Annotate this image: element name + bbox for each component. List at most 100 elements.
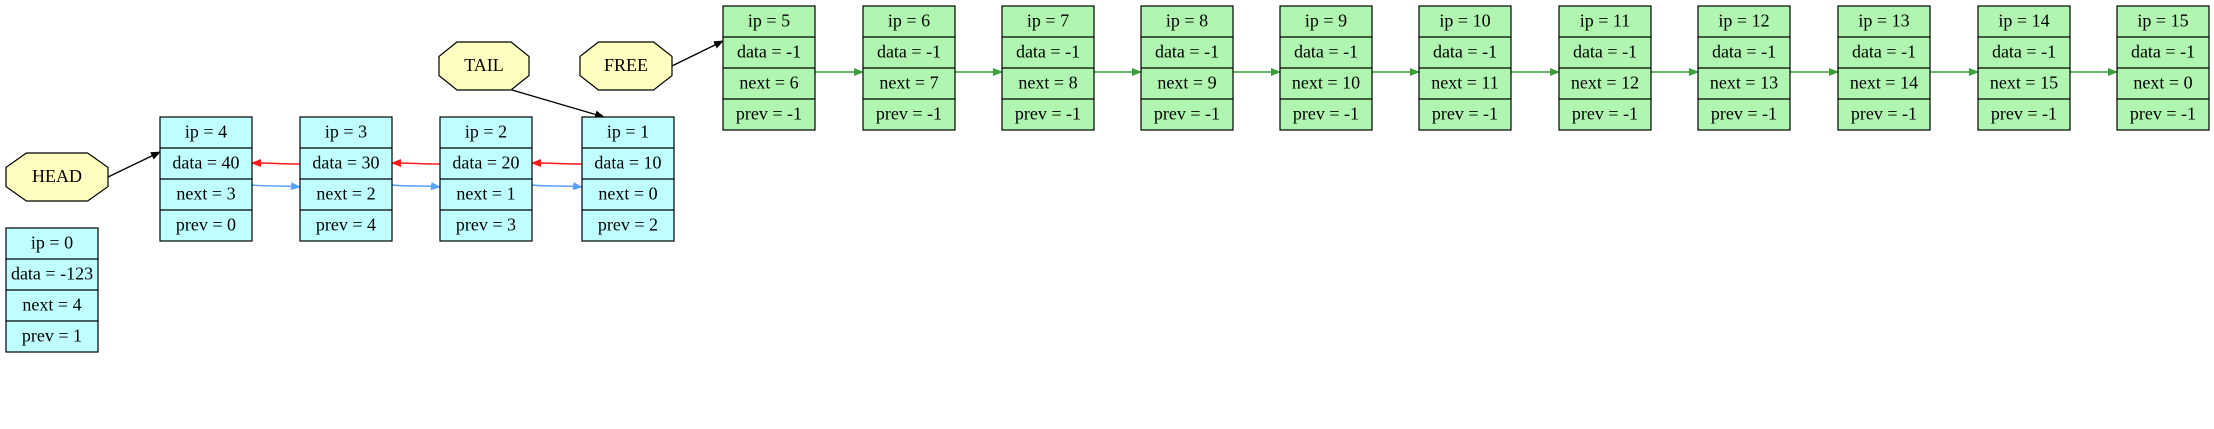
list-node-14: ip = 14 data = -1 next = 15 prev = -1	[1977, 5, 2071, 131]
node-data: data = -1	[1155, 42, 1219, 62]
next-edge-3-2	[391, 182, 441, 191]
node-data: data = -1	[877, 42, 941, 62]
nodes-layer: ip = 0 data = -123 next = 4 prev = 1 ip = 1 d…	[5, 5, 2210, 353]
list-node-4: ip = 4 data = 40 next = 3 prev = 0	[159, 116, 253, 242]
node-prev: prev = 0	[176, 215, 236, 235]
node-prev: prev = -1	[1991, 104, 2057, 124]
node-prev: prev = -1	[1851, 104, 1917, 124]
edges-layer	[107, 40, 2118, 191]
node-ip: ip = 14	[1998, 11, 2049, 31]
node-data: data = -123	[11, 264, 93, 284]
list-node-1: ip = 1 data = 10 next = 0 prev = 2	[581, 116, 675, 242]
node-data: data = -1	[1573, 42, 1637, 62]
node-ip: ip = 15	[2137, 11, 2188, 31]
list-node-5: ip = 5 data = -1 next = 6 prev = -1	[722, 5, 816, 131]
node-ip: ip = 3	[325, 122, 367, 142]
next-edge-4-3	[251, 182, 301, 191]
node-prev: prev = -1	[876, 104, 942, 124]
head-octagon	[5, 152, 109, 202]
node-prev: prev = -1	[1572, 104, 1638, 124]
list-node-6: ip = 6 data = -1 next = 7 prev = -1	[862, 5, 956, 131]
node-ip: ip = 4	[185, 122, 227, 142]
node-prev: prev = 1	[22, 326, 82, 346]
node-prev: prev = -1	[1015, 104, 1081, 124]
node-ip: ip = 10	[1439, 11, 1490, 31]
node-next: next = 10	[1292, 73, 1360, 93]
node-prev: prev = -1	[2130, 104, 2196, 124]
list-node-9: ip = 9 data = -1 next = 10 prev = -1	[1279, 5, 1373, 131]
node-data: data = -1	[1992, 42, 2056, 62]
node-data: data = -1	[1016, 42, 1080, 62]
node-next: next = 0	[598, 184, 657, 204]
node-ip: ip = 1	[607, 122, 649, 142]
node-next: next = 2	[316, 184, 375, 204]
list-node-10: ip = 10 data = -1 next = 11 prev = -1	[1418, 5, 1512, 131]
node-prev: prev = 4	[316, 215, 376, 235]
prev-edge-1-2	[531, 159, 583, 168]
list-node-2: ip = 2 data = 20 next = 1 prev = 3	[439, 116, 533, 242]
next-edge-2-1	[531, 182, 583, 191]
node-data: data = -1	[1712, 42, 1776, 62]
node-next: next = 0	[2133, 73, 2192, 93]
free-label-text: FREE	[604, 55, 648, 75]
prev-edge-3-4	[251, 159, 301, 168]
head-pointer-label: HEAD	[5, 152, 109, 202]
node-data: data = 10	[594, 153, 661, 173]
node-next: next = 12	[1571, 73, 1639, 93]
node-next: next = 3	[176, 184, 235, 204]
free-to-node-5-edge	[671, 40, 724, 67]
node-ip: ip = 13	[1858, 11, 1909, 31]
node-next: next = 14	[1850, 73, 1918, 93]
list-node-7: ip = 7 data = -1 next = 8 prev = -1	[1001, 5, 1095, 131]
node-ip: ip = 12	[1718, 11, 1769, 31]
node-ip: ip = 6	[888, 11, 930, 31]
node-prev: prev = -1	[1432, 104, 1498, 124]
node-data: data = -1	[1294, 42, 1358, 62]
list-node-11: ip = 11 data = -1 next = 12 prev = -1	[1558, 5, 1652, 131]
node-ip: ip = 9	[1305, 11, 1347, 31]
list-node-15: ip = 15 data = -1 next = 0 prev = -1	[2116, 5, 2210, 131]
node-data: data = -1	[1433, 42, 1497, 62]
tail-octagon	[438, 41, 530, 91]
node-next: next = 13	[1710, 73, 1778, 93]
list-node-8: ip = 8 data = -1 next = 9 prev = -1	[1140, 5, 1234, 131]
node-data: data = 30	[312, 153, 379, 173]
node-prev: prev = -1	[1154, 104, 1220, 124]
tail-label-text: TAIL	[464, 55, 504, 75]
node-ip: ip = 0	[31, 233, 73, 253]
list-node-3: ip = 3 data = 30 next = 2 prev = 4	[299, 116, 393, 242]
node-prev: prev = 2	[598, 215, 658, 235]
node-data: data = -1	[737, 42, 801, 62]
node-data: data = -1	[1852, 42, 1916, 62]
node-next: next = 9	[1157, 73, 1216, 93]
node-prev: prev = -1	[736, 104, 802, 124]
node-next: next = 4	[22, 295, 81, 315]
prev-edge-2-3	[391, 159, 441, 168]
tail-pointer-label: TAIL	[438, 41, 530, 91]
head-to-node-4-edge	[107, 151, 161, 178]
node-data: data = 20	[452, 153, 519, 173]
node-ip: ip = 2	[465, 122, 507, 142]
node-prev: prev = 3	[456, 215, 516, 235]
node-data: data = 40	[172, 153, 239, 173]
head-label-text: HEAD	[32, 166, 82, 186]
node-prev: prev = -1	[1293, 104, 1359, 124]
list-node-12: ip = 12 data = -1 next = 13 prev = -1	[1697, 5, 1791, 131]
labels-layer: HEAD TAIL FREE	[5, 41, 673, 202]
node-next: next = 7	[879, 73, 938, 93]
node-prev: prev = -1	[1711, 104, 1777, 124]
node-next: next = 1	[456, 184, 515, 204]
node-next: next = 11	[1431, 73, 1498, 93]
node-ip: ip = 8	[1166, 11, 1208, 31]
free-pointer-label: FREE	[579, 41, 673, 91]
node-ip: ip = 7	[1027, 11, 1069, 31]
node-ip: ip = 11	[1580, 11, 1630, 31]
tail-to-node-1-edge	[511, 89, 605, 119]
node-data: data = -1	[2131, 42, 2195, 62]
node-next: next = 6	[739, 73, 798, 93]
free-octagon	[579, 41, 673, 91]
node-ip: ip = 5	[748, 11, 790, 31]
list-node-0: ip = 0 data = -123 next = 4 prev = 1	[5, 227, 99, 353]
node-next: next = 8	[1018, 73, 1077, 93]
